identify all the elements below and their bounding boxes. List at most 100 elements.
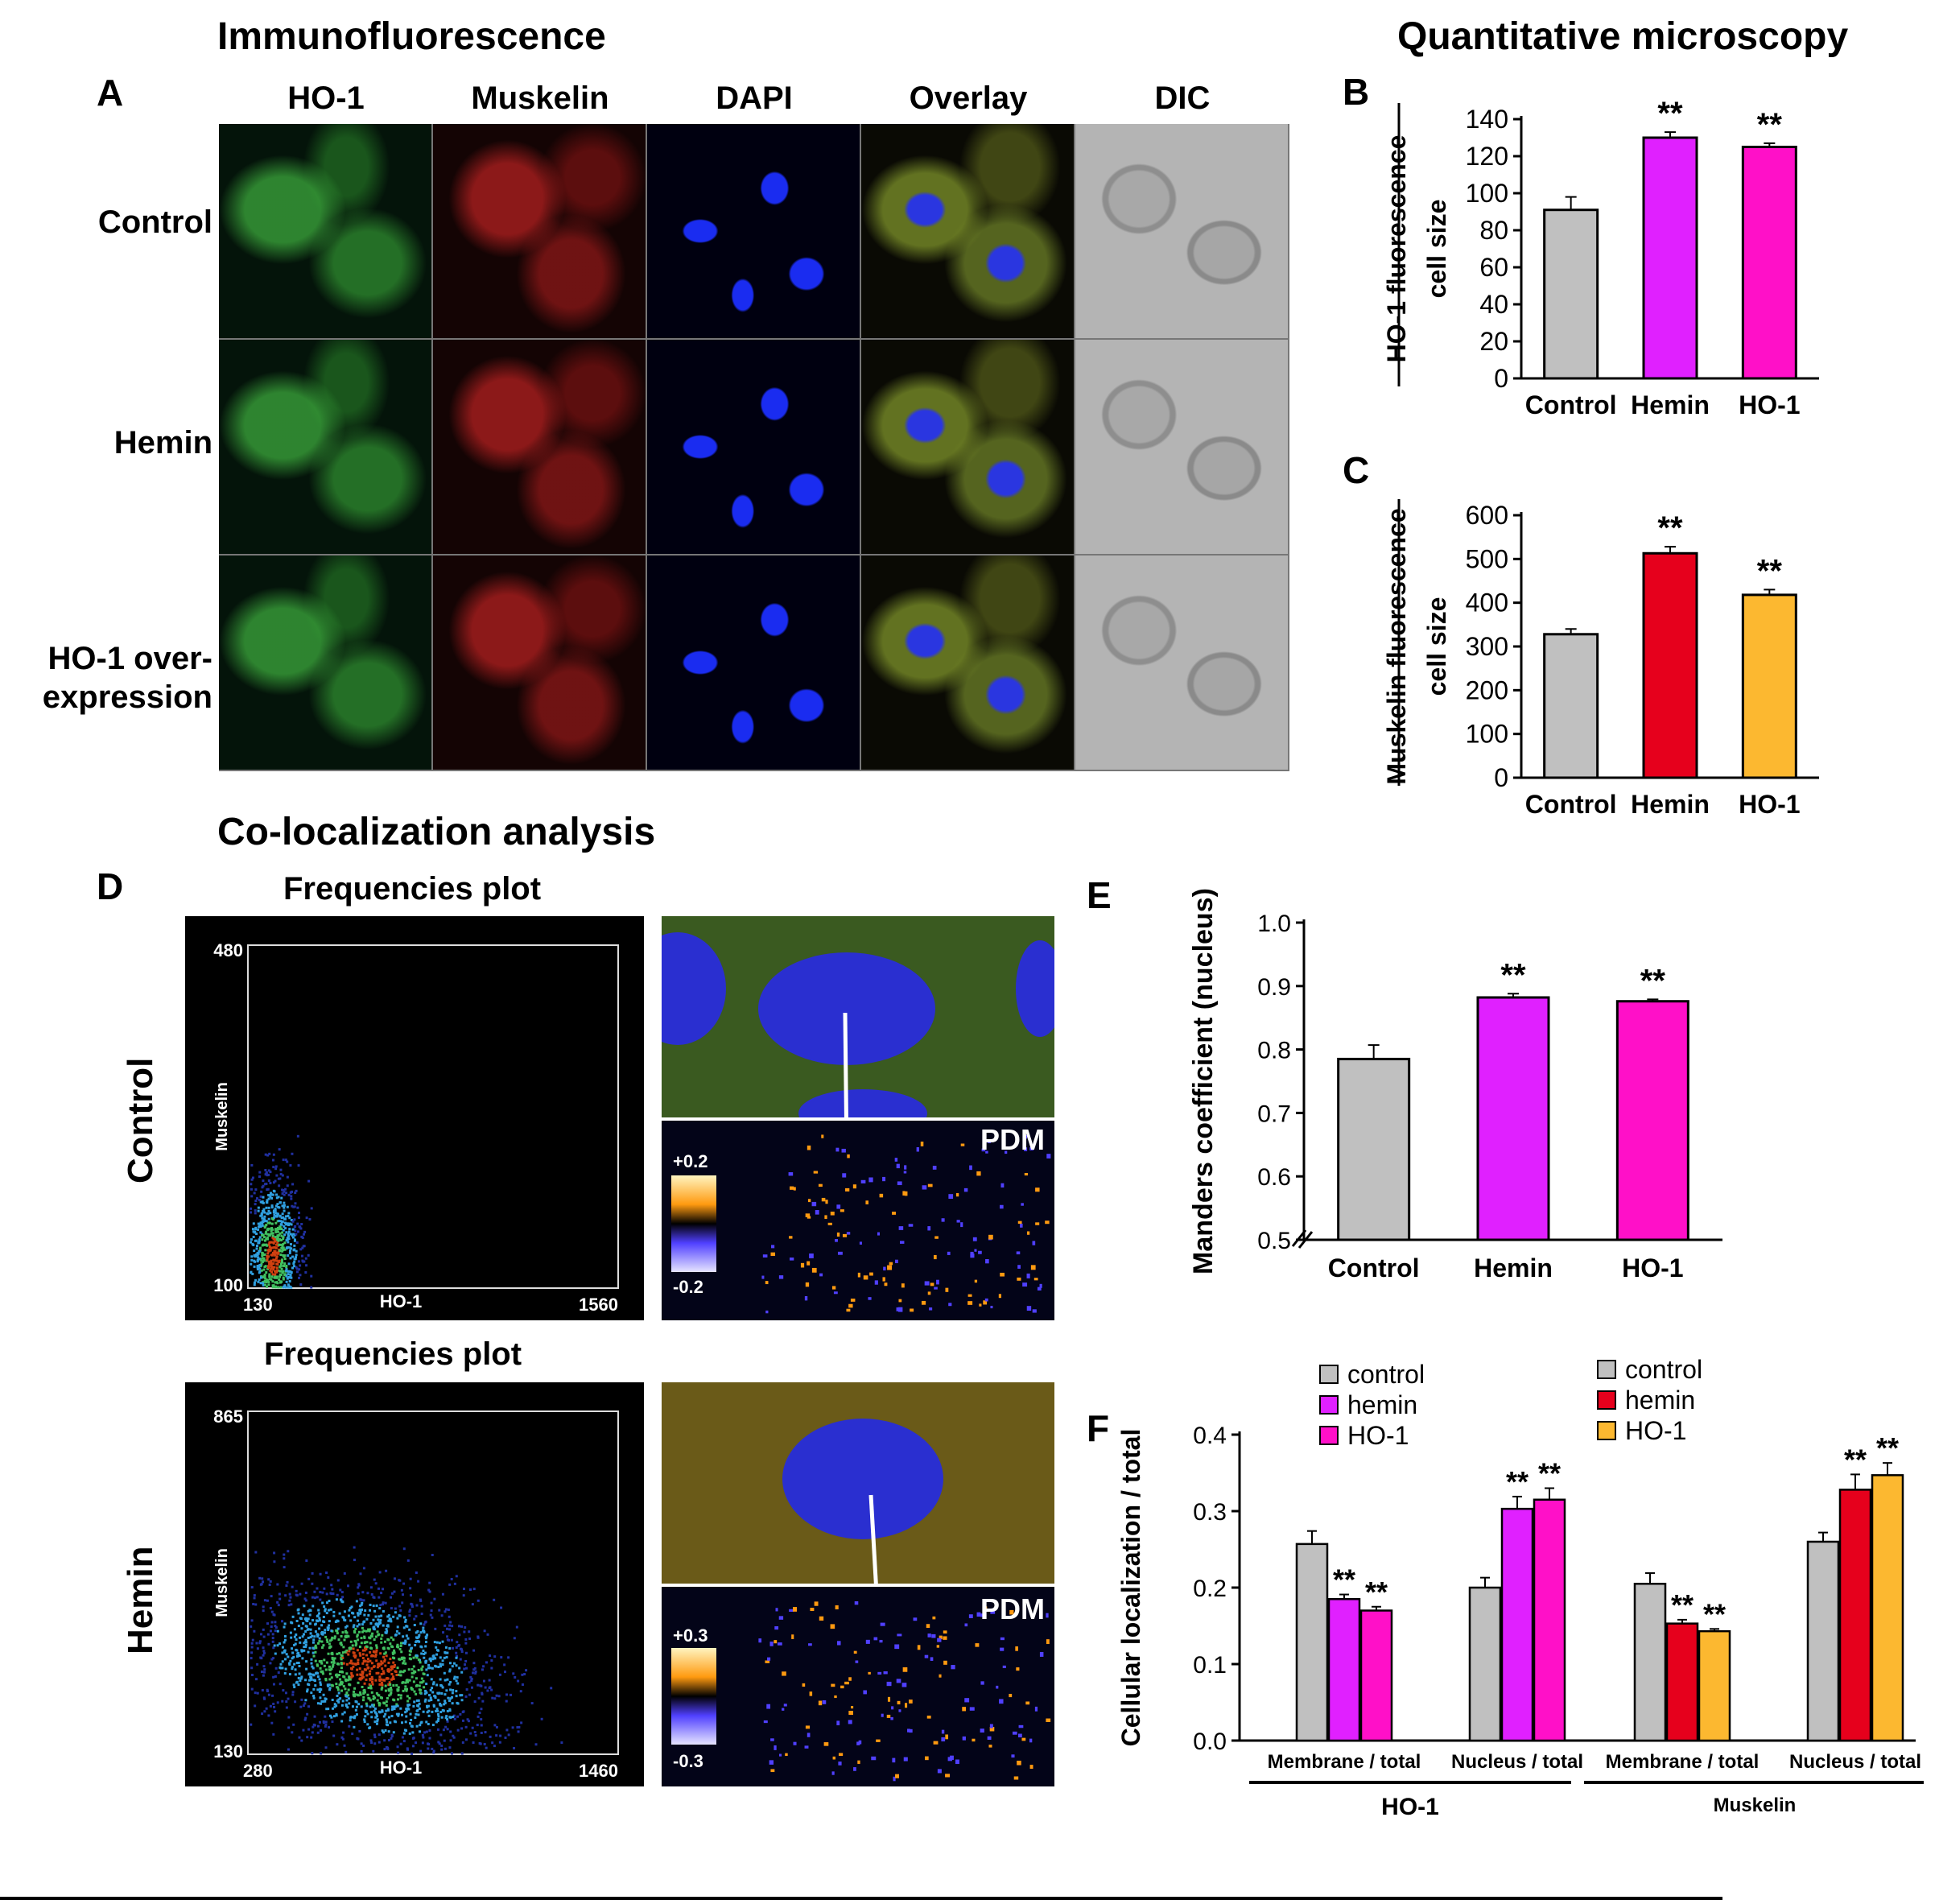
scatter-point xyxy=(312,1654,316,1658)
scatter-point xyxy=(359,1598,362,1601)
pdm-pixel xyxy=(985,1258,989,1264)
scatter-point xyxy=(459,1658,462,1661)
pdm-pixel xyxy=(791,1634,794,1639)
pdm-pixel xyxy=(904,1165,907,1170)
scatter-point xyxy=(432,1681,435,1684)
scatter-point xyxy=(372,1749,375,1753)
scatter-point xyxy=(377,1693,380,1696)
pdm-pixel xyxy=(889,1262,893,1266)
scatter-point xyxy=(415,1699,419,1702)
scatter-point xyxy=(324,1720,328,1724)
pdm-pixel xyxy=(896,1163,900,1169)
colocalization-title: Co-localization analysis xyxy=(217,811,656,853)
pdm-pixel xyxy=(976,1612,981,1617)
scatter-point xyxy=(341,1651,344,1654)
scatter-point xyxy=(319,1591,322,1594)
scatter-point xyxy=(428,1581,431,1584)
scatter-point xyxy=(390,1715,394,1718)
scatter-point xyxy=(418,1730,421,1733)
scatter-point xyxy=(460,1699,464,1702)
scatter-point xyxy=(265,1271,268,1274)
scatter-point xyxy=(422,1672,425,1675)
scatter-point xyxy=(283,1264,286,1267)
scatter-point xyxy=(446,1728,449,1731)
scatter-point xyxy=(258,1236,262,1239)
scatter-point xyxy=(382,1624,385,1627)
scatter-point xyxy=(353,1559,356,1562)
scatter-point xyxy=(314,1644,317,1647)
scatter-point xyxy=(393,1590,396,1593)
scatter-point xyxy=(258,1642,262,1645)
pdm-pixel xyxy=(892,1212,896,1215)
scatter-point xyxy=(266,1221,270,1225)
scatter-point xyxy=(311,1596,314,1599)
scatter-point xyxy=(288,1222,291,1225)
scatter-point xyxy=(355,1713,358,1716)
scatter-point xyxy=(307,1254,310,1257)
scatter-point xyxy=(396,1745,399,1749)
scatter-point xyxy=(413,1690,416,1693)
scatter-point xyxy=(380,1592,383,1595)
scatter-point xyxy=(474,1670,477,1673)
scatter-point xyxy=(429,1688,432,1691)
scatter-point xyxy=(411,1745,415,1748)
pdm-pixel xyxy=(771,1245,775,1249)
scatter-point xyxy=(472,1649,476,1652)
scatter-point xyxy=(254,1188,258,1192)
scatter-point xyxy=(427,1699,431,1702)
plot-frame xyxy=(247,1410,619,1755)
scatter-point xyxy=(274,1237,277,1241)
scatter-point xyxy=(358,1729,361,1733)
scatter-point xyxy=(275,1243,278,1246)
scatter-point xyxy=(269,1212,272,1215)
scatter-point xyxy=(404,1640,407,1643)
scatter-point xyxy=(268,1152,271,1155)
scatter-point xyxy=(311,1572,314,1575)
scatter-point xyxy=(455,1695,458,1698)
scatter-point xyxy=(316,1635,320,1638)
scatter-point xyxy=(446,1720,449,1723)
scatter-point xyxy=(373,1736,377,1739)
scatter-point xyxy=(250,1187,253,1191)
pdm-pixel xyxy=(964,1698,970,1703)
scatter-point xyxy=(410,1646,413,1650)
scatter-point xyxy=(253,1231,256,1234)
scatter-point xyxy=(311,1665,314,1668)
pdm-pixel xyxy=(964,1623,968,1627)
scatter-point xyxy=(381,1667,384,1671)
scatter-point xyxy=(274,1621,277,1624)
scatter-point xyxy=(363,1636,366,1639)
scatter-point xyxy=(281,1651,284,1654)
scatter-point xyxy=(344,1687,347,1691)
scatter-point xyxy=(254,1209,257,1212)
scatter-point xyxy=(327,1628,330,1631)
scatter-point xyxy=(250,1619,254,1622)
scatter-point xyxy=(470,1679,473,1682)
scatter-point xyxy=(379,1604,382,1607)
pdm-pixel xyxy=(951,1665,955,1670)
scatter-point xyxy=(360,1742,363,1745)
scatter-point xyxy=(285,1231,288,1234)
scatter-point xyxy=(375,1649,378,1652)
scatter-point xyxy=(325,1572,328,1575)
scatter-point xyxy=(319,1572,322,1576)
scatter-point xyxy=(380,1637,383,1640)
scatter-point xyxy=(427,1709,431,1712)
scatter-point xyxy=(372,1705,375,1708)
scatter-point xyxy=(269,1192,272,1195)
scatter-point xyxy=(286,1222,289,1225)
scatter-point xyxy=(399,1742,402,1745)
scatter-point xyxy=(276,1629,279,1633)
scatter-point xyxy=(428,1694,431,1697)
scatter-point xyxy=(383,1640,386,1643)
column-header-dic: DIC xyxy=(1154,81,1211,116)
legend-entry-control: control xyxy=(1347,1360,1425,1389)
scatter-point xyxy=(409,1594,412,1597)
scatter-point xyxy=(259,1656,262,1659)
scatter-point xyxy=(288,1285,291,1288)
scatter-point xyxy=(262,1179,265,1183)
scatter-point xyxy=(468,1693,471,1696)
scatter-point xyxy=(389,1642,392,1646)
scatter-point xyxy=(434,1696,437,1700)
